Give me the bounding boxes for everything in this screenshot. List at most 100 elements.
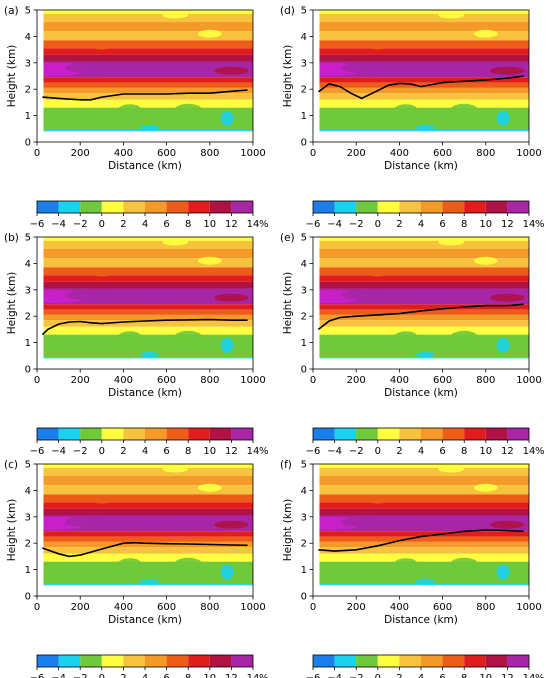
colorbar-segment — [356, 655, 378, 667]
y-tick-label: 3 — [301, 285, 307, 296]
colorbar-tick-label: 4 — [142, 673, 148, 678]
contour-patch — [65, 516, 117, 528]
colorbar-tick-label: 6 — [163, 446, 169, 457]
contour-patch — [473, 29, 498, 38]
colorbar-segment — [377, 201, 400, 213]
contour-patch — [490, 293, 525, 302]
contour-band — [37, 93, 253, 100]
contour-patch — [214, 66, 249, 75]
contour-band — [37, 326, 253, 335]
contour-band — [37, 584, 253, 586]
colorbar-tick-label: 8 — [185, 219, 191, 230]
colorbar-tick-label: 12 — [501, 446, 514, 457]
contour-patch — [127, 291, 189, 302]
y-axis-label: Height (km) — [282, 45, 294, 108]
colorbar-segment — [37, 201, 59, 213]
colorbar-tick-label: 8 — [461, 673, 467, 678]
contour-patch — [220, 110, 234, 126]
contour-band — [37, 267, 253, 276]
contour-patch — [473, 483, 498, 492]
y-tick-label: 4 — [25, 32, 31, 43]
y-tick-label: 5 — [25, 233, 31, 244]
colorbar-tick-label: 4 — [418, 446, 424, 457]
panel-label: (c) — [4, 459, 18, 471]
contour-band — [313, 267, 529, 276]
y-tick-label: 2 — [301, 539, 307, 550]
contour-band — [313, 237, 529, 241]
contour-patch — [65, 289, 117, 301]
colorbar-tick-label: 0 — [99, 673, 105, 678]
x-axis-label: Distance (km) — [108, 387, 182, 399]
contour-patch — [162, 12, 189, 19]
x-tick-label: 0 — [34, 602, 40, 613]
colorbar-segment — [507, 655, 529, 667]
contour-patch — [116, 558, 143, 574]
contour-band — [37, 87, 253, 94]
x-tick-label: 600 — [157, 148, 176, 159]
colorbar-tick-label: 4 — [142, 219, 148, 230]
contour-band — [37, 304, 253, 310]
colorbar-segment — [334, 655, 357, 667]
contour-patch — [162, 239, 189, 246]
y-axis-label: Height (km) — [6, 499, 18, 562]
contour-patch — [341, 289, 393, 301]
x-axis-label: Distance (km) — [384, 160, 458, 172]
colorbar-segment — [145, 655, 167, 667]
colorbar-tick-label: −2 — [73, 446, 88, 457]
x-axis-label: Distance (km) — [384, 387, 458, 399]
x-tick-label: 1000 — [240, 375, 265, 386]
colorbar-tick-label: 6 — [439, 673, 445, 678]
colorbar-segment — [209, 428, 232, 440]
y-tick-label: 4 — [301, 259, 307, 270]
colorbar-tick-label: −4 — [51, 673, 66, 678]
y-tick-label: 0 — [301, 592, 307, 603]
colorbar-segment — [58, 655, 81, 667]
contour-band — [313, 584, 529, 586]
colorbar-segment — [80, 201, 102, 213]
contour-patch — [220, 564, 234, 580]
no-data-region — [313, 585, 529, 596]
colorbar-tick-label: −2 — [349, 673, 364, 678]
colorbar-segment — [399, 428, 421, 440]
contour-band — [313, 77, 529, 83]
colorbar: −6 −4 −2 0 2 4 6 8 10 12 14% — [30, 200, 269, 230]
plot-frame — [36, 9, 254, 143]
colorbar-tick-label: 12 — [501, 673, 514, 678]
contour-patch — [369, 44, 387, 50]
contour-patch — [93, 44, 111, 50]
contour-band — [313, 240, 529, 249]
x-tick-label: 400 — [114, 375, 133, 386]
contour-patch — [496, 110, 510, 126]
contour-band — [37, 237, 253, 241]
contour-band — [37, 464, 253, 468]
colorbar-segment — [123, 201, 145, 213]
contour-band — [37, 541, 253, 548]
contour-band — [37, 77, 253, 83]
x-tick-label: 0 — [34, 375, 40, 386]
colorbar-tick-label: 8 — [185, 673, 191, 678]
x-tick-label: 1000 — [240, 148, 265, 159]
y-tick-label: 3 — [301, 512, 307, 523]
boundary-height-line — [42, 541, 248, 558]
contour-band — [37, 99, 253, 108]
x-tick-label: 400 — [114, 602, 133, 613]
panel-label: (a) — [4, 5, 19, 17]
contour-band — [37, 357, 253, 359]
contour-patch — [490, 520, 525, 529]
y-tick-label: 0 — [25, 138, 31, 149]
contour-band — [313, 467, 529, 476]
contour-patch — [173, 557, 204, 574]
colorbar-tick-label: −4 — [51, 219, 66, 230]
colorbar-tick-label: 12 — [225, 673, 238, 678]
y-tick-label: 2 — [25, 85, 31, 96]
x-tick-label: 600 — [433, 148, 452, 159]
contour-patch — [438, 466, 465, 473]
colorbar-tick-label: 0 — [375, 673, 381, 678]
x-tick-label: 600 — [157, 602, 176, 613]
contour-band — [313, 485, 529, 495]
colorbar-tick-label: 14 — [523, 219, 536, 230]
panel-label: (e) — [280, 232, 295, 244]
contour-field — [37, 10, 253, 142]
